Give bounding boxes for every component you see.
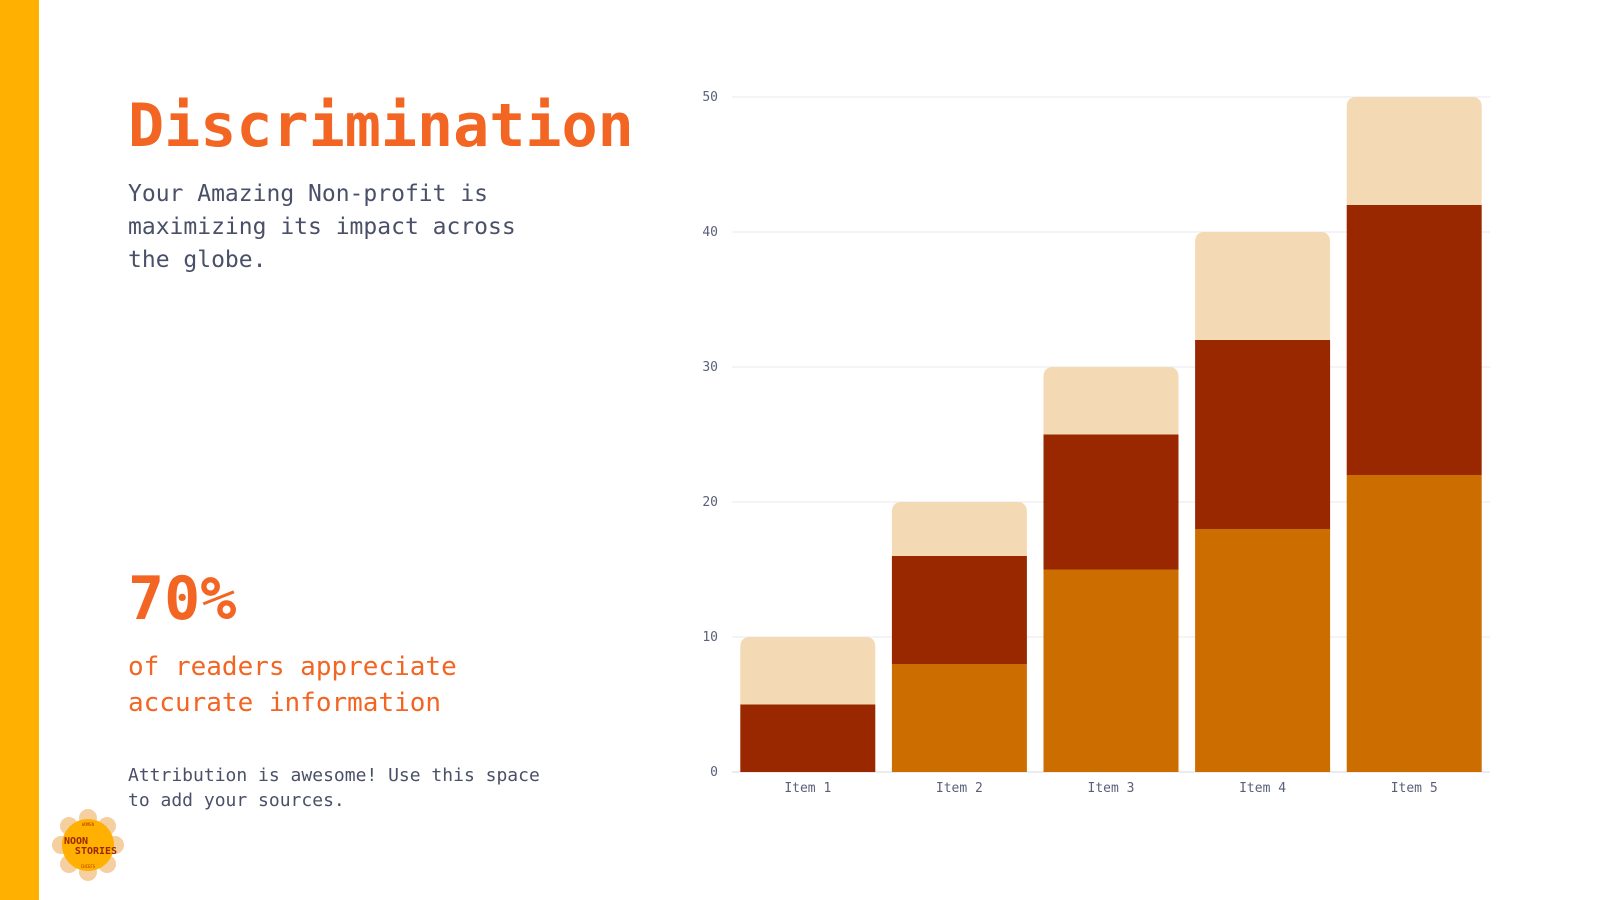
attribution-text: Attribution is awesome! Use this space t…: [128, 765, 540, 811]
x-axis-ticks: Item 1 Item 2 Item 3 Item 4 Item 5: [784, 781, 1437, 796]
y-tick-label: 50: [702, 90, 718, 105]
y-axis-ticks: 0 10 20 30 40 50: [702, 90, 718, 780]
slide-title: Discrimination: [128, 91, 634, 161]
noon-stories-logo: WOMEN NOON STORIES CHIEFS: [52, 809, 124, 881]
logo-ring-text-bottom: CHIEFS: [81, 864, 96, 869]
y-tick-label: 0: [710, 765, 718, 780]
side-accent-bar: [0, 0, 39, 900]
y-tick-label: 10: [702, 630, 718, 645]
logo-line-2: STORIES: [75, 846, 117, 857]
bar-segment: [1195, 529, 1331, 772]
bar-segment: [740, 704, 876, 772]
bar-segment: [1346, 97, 1482, 205]
bar-segment: [740, 637, 876, 705]
logo-ring-text-top: WOMEN: [82, 822, 95, 827]
x-tick-label: Item 3: [1088, 781, 1135, 796]
bar-segment: [891, 556, 1027, 664]
x-tick-label: Item 1: [784, 781, 831, 796]
bar-segment: [891, 664, 1027, 772]
bar-segment: [1195, 340, 1331, 529]
bar-segment: [1346, 475, 1482, 772]
bar-segment: [1195, 232, 1331, 340]
x-tick-label: Item 5: [1391, 781, 1438, 796]
stat-value: 70%: [128, 564, 237, 634]
x-tick-label: Item 4: [1239, 781, 1286, 796]
y-tick-label: 20: [702, 495, 718, 510]
bar-segment: [1043, 569, 1179, 772]
bar-segment: [1043, 434, 1179, 570]
y-tick-label: 30: [702, 360, 718, 375]
flower-badge-icon: [52, 809, 124, 881]
slide-subtitle: Your Amazing Non-profit is maximizing it…: [128, 181, 516, 273]
x-tick-label: Item 2: [936, 781, 983, 796]
bar-segment: [1346, 205, 1482, 475]
bar-segment: [1043, 367, 1179, 435]
bar-segment: [891, 502, 1027, 556]
y-tick-label: 40: [702, 225, 718, 240]
logo-line-1: NOON: [64, 836, 88, 847]
chart-bars: [740, 97, 1482, 772]
stat-caption: of readers appreciate accurate informati…: [128, 652, 457, 718]
